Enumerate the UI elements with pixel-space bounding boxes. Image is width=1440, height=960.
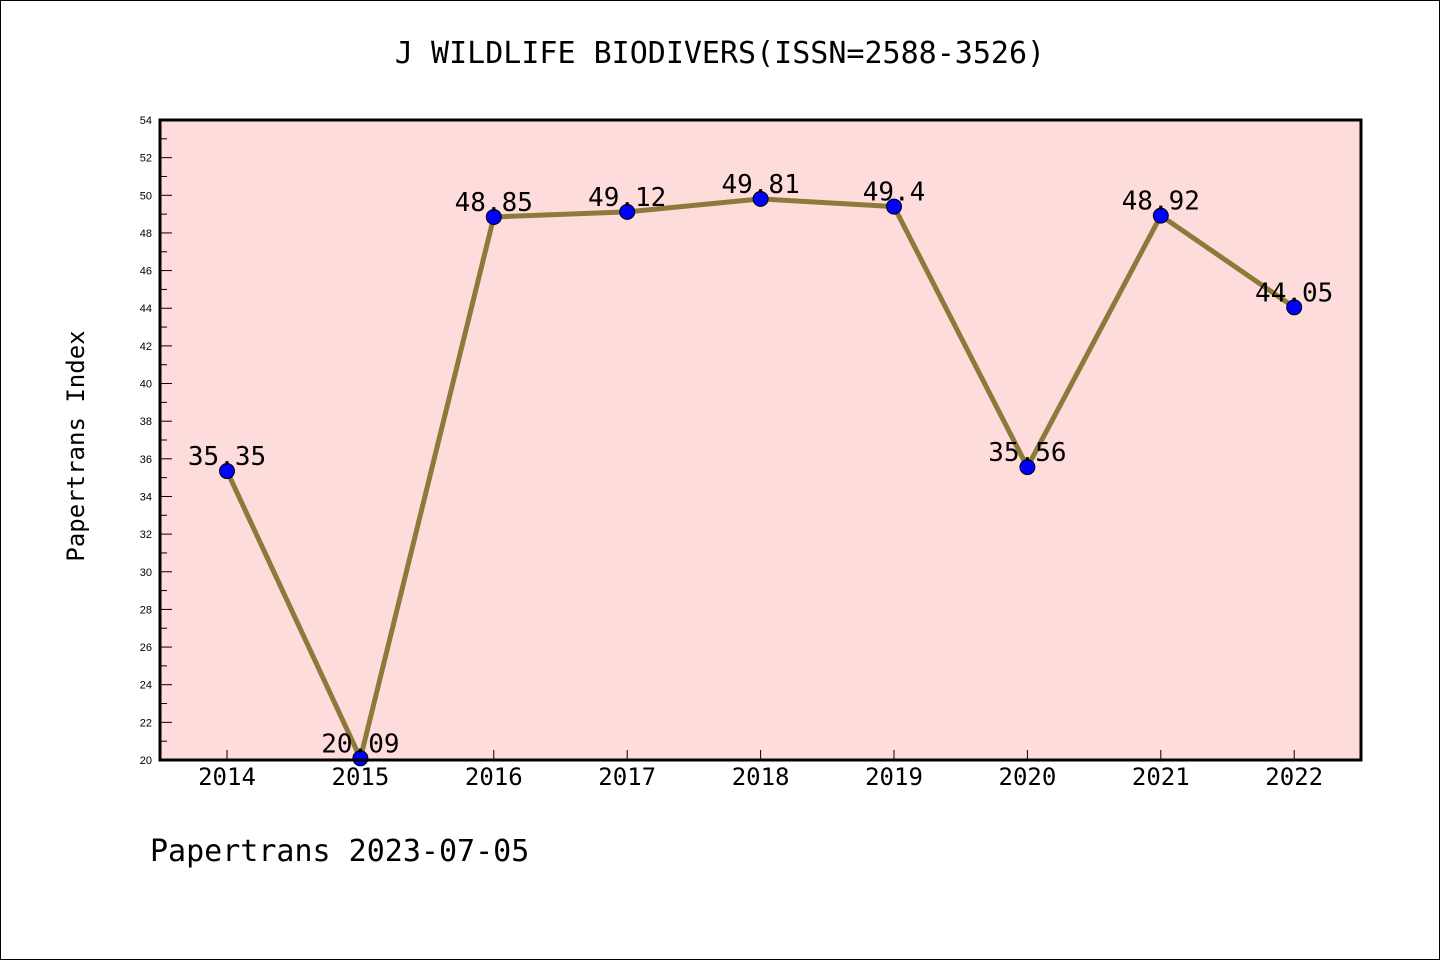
data-label: 49.12 <box>588 183 666 213</box>
y-tick-label: 26 <box>140 642 152 654</box>
y-tick-label: 36 <box>140 454 152 466</box>
y-tick-label: 32 <box>140 529 152 541</box>
data-point <box>352 750 369 767</box>
y-tick-label: 48 <box>140 228 152 240</box>
y-tick-label: 22 <box>140 717 152 729</box>
x-tick-label: 2018 <box>732 763 790 791</box>
x-tick-label: 2015 <box>332 763 390 791</box>
data-markers <box>219 190 1303 767</box>
data-point <box>619 203 636 220</box>
data-label: 20.09 <box>321 729 399 759</box>
data-point <box>1019 459 1036 476</box>
y-axis-ticks: 20 22 24 26 28 30 32 34 36 38 40 42 44 46 48 50 52 54 <box>140 115 172 767</box>
data-point <box>219 463 235 480</box>
data-label: 35.56 <box>988 438 1066 468</box>
data-label: 44.05 <box>1255 278 1333 308</box>
data-point <box>485 208 502 225</box>
y-tick-label: 50 <box>140 190 152 202</box>
x-tick-label: 2020 <box>999 763 1057 791</box>
data-point <box>752 190 769 207</box>
plot-area <box>160 120 1361 760</box>
data-label: 35.35 <box>188 442 266 472</box>
y-tick-label: 28 <box>140 604 152 616</box>
plot-border <box>158 118 1363 762</box>
y-tick-label: 40 <box>140 379 152 391</box>
y-tick-label: 34 <box>140 491 152 503</box>
data-label: 49.4 <box>863 178 926 208</box>
y-tick-label: 20 <box>140 755 152 767</box>
y-tick-label: 38 <box>140 416 152 428</box>
footer-text: Papertrans 2023-07-05 <box>150 834 530 869</box>
data-point <box>886 198 902 215</box>
y-tick-label: 46 <box>140 266 152 278</box>
y-tick-label: 42 <box>140 341 152 353</box>
x-axis-ticks: 2014 2015 2016 2017 2018 2019 2020 2021 2022 <box>198 750 1323 791</box>
data-label: 48.85 <box>455 188 533 218</box>
x-tick-label: 2017 <box>598 763 656 791</box>
data-point <box>1286 299 1303 316</box>
data-label: 48.92 <box>1122 187 1200 217</box>
y-tick-label: 52 <box>140 153 152 165</box>
chart-title: J WILDLIFE BIODIVERS(ISSN=2588-3526) <box>394 36 1046 71</box>
x-tick-label: 2014 <box>198 763 256 791</box>
data-labels: 35.35 20.09 48.85 49.12 49.81 49.4 35.56 48.92 4… <box>188 170 1333 759</box>
x-tick-label: 2022 <box>1265 763 1323 791</box>
y-tick-label: 44 <box>140 303 152 315</box>
y-tick-label: 54 <box>140 115 152 127</box>
data-label: 49.81 <box>721 170 799 200</box>
y-tick-label: 24 <box>140 680 152 692</box>
x-tick-label: 2019 <box>865 763 923 791</box>
x-tick-label: 2016 <box>465 763 523 791</box>
data-point <box>1152 207 1169 224</box>
y-tick-label: 30 <box>140 567 152 579</box>
x-tick-label: 2021 <box>1132 763 1190 791</box>
